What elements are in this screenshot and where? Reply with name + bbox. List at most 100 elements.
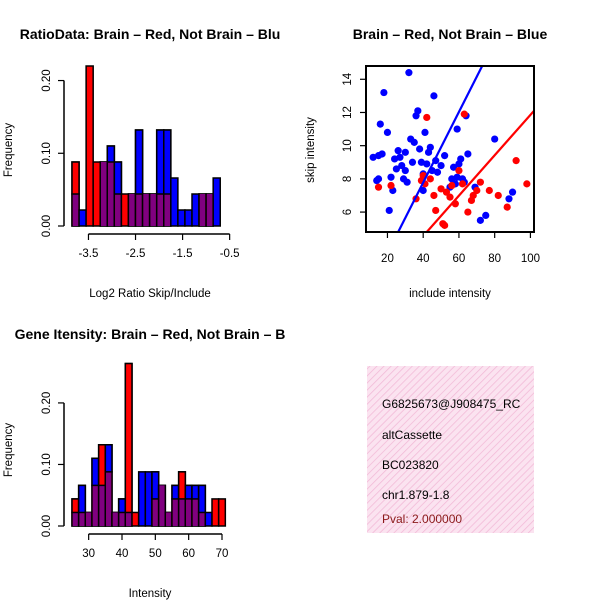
y-tick-label: 8 [342, 176, 354, 182]
x-tick-label: 40 [116, 548, 129, 560]
scatter-point-not-brain [430, 92, 438, 100]
y-tick-label: 0.20 [41, 69, 53, 91]
scatter-point-not-brain [374, 175, 383, 183]
x-tick-label: 80 [488, 253, 501, 265]
ratio-histogram-xlabel: Log2 Ratio Skip/Include [89, 288, 210, 300]
x-tick-label: -3.5 [79, 248, 99, 260]
scatter-point-not-brain [464, 150, 472, 158]
ratio-histogram: RatioData: Brain – Red, Not Brain – Blu … [3, 26, 280, 300]
y-tick-label: 0.10 [41, 142, 53, 164]
scatter-point-not-brain [401, 148, 409, 156]
scatter-point-brain [503, 203, 511, 211]
scatter-point-brain [441, 221, 449, 229]
hist-bar-overlap [199, 194, 206, 226]
scatter-point-not-brain [457, 155, 465, 163]
x-tick-label: 50 [149, 548, 162, 560]
scatter-point-not-brain [421, 128, 429, 136]
hist-bar-not-brain [177, 209, 186, 227]
scatter-point-not-brain [376, 120, 384, 128]
gene-intensity-histogram: Gene Itensity: Brain – Red, Not Brain – … [3, 326, 285, 600]
pval-text: Pval: 2.000000 [382, 512, 462, 526]
scatter-point-not-brain [380, 88, 388, 97]
gene-id-text: G6825673@J908475_RC [382, 397, 521, 411]
scatter-point-not-brain [453, 125, 461, 133]
ratio-histogram-ylabel: Frequency [3, 123, 15, 178]
hist-bar-overlap [126, 512, 132, 526]
x-tick-label: 60 [182, 548, 195, 560]
scatter-point-brain [432, 206, 440, 215]
hist-bar-overlap [166, 512, 172, 526]
hist-bar-not-brain-excess [117, 498, 127, 514]
hist-bar-brain-excess [177, 471, 187, 500]
hist-bar-not-brain [212, 177, 221, 227]
scatter-point-brain [446, 193, 454, 201]
hist-bar-not-brain-excess [77, 484, 87, 514]
hist-bar-overlap [79, 512, 85, 526]
y-tick-label: 12 [342, 106, 354, 119]
hist-bar-overlap [159, 485, 165, 526]
y-tick-label: 0.10 [41, 453, 53, 475]
scatter-point-brain [423, 113, 431, 122]
scatter-point-brain [460, 110, 468, 118]
hist-bar-not-brain [144, 471, 153, 527]
accession-text: BC023820 [382, 458, 439, 472]
scatter-point-brain [442, 188, 451, 196]
hist-bar-overlap [143, 194, 149, 226]
scatter-point-not-brain [476, 216, 484, 224]
location-text: chr1.879-1.8 [382, 488, 450, 502]
intensity-scatter-ylabel: skip intensity [305, 117, 317, 183]
scatter-point-brain [387, 181, 395, 190]
gene-intensity-histogram-xlabel: Intensity [129, 588, 172, 600]
scatter-point-brain [485, 186, 493, 195]
hist-bar-brain-excess [124, 362, 133, 514]
scatter-point-brain [464, 208, 472, 216]
hist-bar-not-brain [78, 209, 87, 227]
hist-bar-not-brain-excess [104, 444, 113, 473]
hist-bar-not-brain [137, 471, 147, 527]
hist-bar-not-brain-excess [191, 484, 200, 500]
fit-line-brain [425, 110, 534, 232]
hist-bar-brain [120, 193, 130, 227]
x-tick-label: -2.5 [126, 248, 146, 260]
hist-bar-overlap [152, 498, 158, 526]
hist-bar-overlap [112, 512, 118, 526]
scatter-point-not-brain [403, 178, 411, 186]
scatter-point-not-brain [491, 135, 499, 143]
scatter-point-not-brain [383, 128, 392, 136]
scatter-point-brain [448, 181, 456, 190]
hist-bar-not-brain-excess [163, 129, 172, 195]
hist-bar-overlap [157, 194, 164, 226]
scatter-point-not-brain [441, 152, 449, 160]
scatter-point-not-brain [416, 145, 424, 153]
scatter-point-brain [512, 157, 520, 165]
y-tick-label: 0.20 [41, 392, 53, 414]
scatter-point-brain [458, 180, 467, 188]
scatter-point-not-brain [449, 163, 458, 171]
scatter-point-not-brain [378, 150, 386, 158]
y-tick-label: 0.00 [41, 215, 53, 237]
y-tick-label: 14 [342, 72, 354, 85]
hist-bar-not-brain-excess [134, 129, 144, 195]
hist-bar-overlap [164, 194, 171, 226]
x-tick-label: 70 [216, 548, 229, 560]
hist-bar-overlap [179, 498, 185, 526]
intensity-scatter: Brain – Red, Not Brain – Blue 6 8 10 12 14 20… [305, 26, 547, 300]
gene-info-background [367, 366, 534, 533]
hist-bar-not-brain [170, 177, 179, 227]
scatter-point-not-brain [401, 166, 409, 175]
scatter-point-brain [374, 183, 383, 191]
scatter-point-brain [469, 191, 477, 200]
hist-bar-overlap [129, 194, 135, 226]
scatter-point-brain [476, 178, 484, 186]
hist-bar-overlap [136, 194, 142, 226]
scatter-point-not-brain [482, 211, 490, 219]
scatter-point-brain [437, 185, 445, 193]
hist-bar-not-brain-excess [106, 145, 116, 163]
hist-bar-not-brain-excess [197, 484, 207, 514]
hist-bar-not-brain-excess [91, 457, 100, 487]
scatter-point-not-brain [405, 69, 413, 77]
hist-bar-brain [211, 498, 220, 527]
plot-frame [365, 65, 535, 233]
